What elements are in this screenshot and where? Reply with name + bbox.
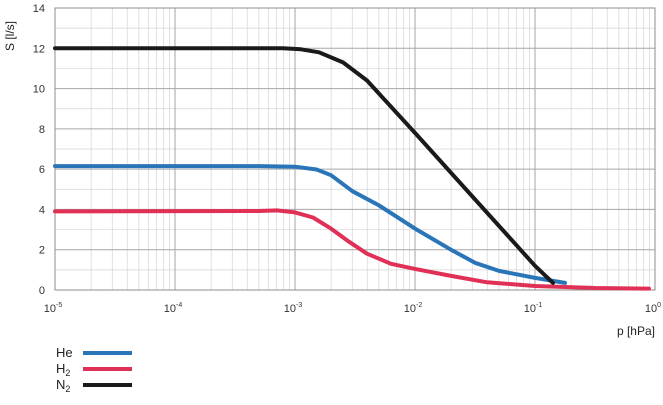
x-tick-label: 10-5: [44, 302, 63, 315]
x-axis-ticks: 10-5 10-4 10-3 10-2 10-1 100: [44, 302, 661, 315]
legend-label-n2: N2: [56, 377, 70, 394]
x-tick-label: 10-2: [404, 302, 423, 315]
series-line-n2: [53, 46, 555, 285]
y-tick-label: 0: [39, 285, 45, 297]
y-tick-label: 8: [39, 124, 45, 136]
x-tick-label: 10-1: [524, 302, 543, 315]
series-line-h2: [53, 208, 651, 291]
x-tick-label: 100: [645, 302, 661, 315]
legend-label-he: He: [56, 345, 73, 360]
x-tick-label: 10-3: [284, 302, 303, 315]
y-tick-label: 10: [33, 84, 45, 96]
x-tick-label: 10-4: [164, 302, 183, 315]
y-tick-label: 2: [39, 245, 45, 257]
legend-label-h2: H2: [56, 361, 70, 378]
chart-grid: [54, 7, 656, 291]
y-tick-label: 6: [39, 164, 45, 176]
plot-frame: [54, 7, 656, 291]
y-tick-label: 14: [33, 3, 45, 15]
y-tick-label: 4: [39, 204, 45, 216]
y-tick-label: 12: [33, 43, 45, 55]
y-axis-ticks: 0 2 4 6 8 10 12 14: [33, 3, 45, 297]
x-axis-label: p [hPa]: [617, 324, 655, 338]
series-line-he: [53, 164, 567, 285]
chart-series: [53, 46, 651, 291]
y-axis-label: S [l/s]: [3, 21, 17, 51]
